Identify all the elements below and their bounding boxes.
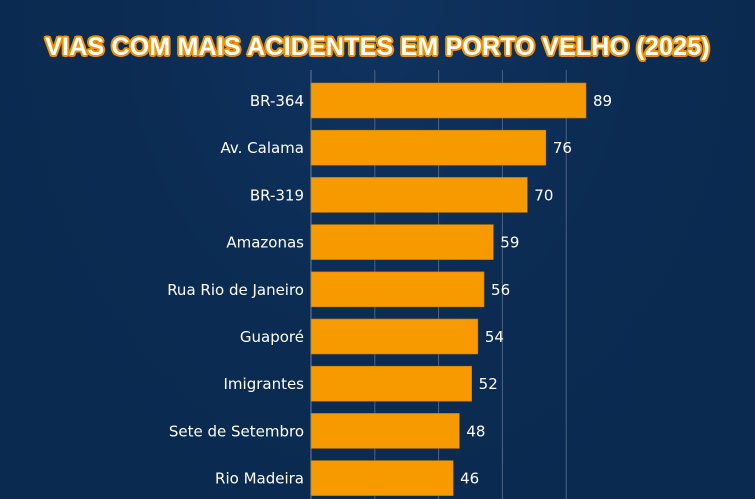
bar bbox=[310, 460, 454, 496]
category-label: Amazonas bbox=[226, 234, 304, 252]
bar bbox=[310, 318, 479, 355]
bar bbox=[310, 224, 494, 260]
value-label: 76 bbox=[553, 139, 572, 157]
category-label: BR-319 bbox=[250, 186, 304, 204]
bar bbox=[310, 271, 485, 308]
value-label: 70 bbox=[534, 186, 553, 204]
category-label: Rio Madeira bbox=[215, 470, 304, 488]
value-label: 48 bbox=[466, 422, 485, 440]
category-label: Sete de Setembro bbox=[169, 422, 304, 440]
value-label: 46 bbox=[460, 470, 479, 488]
value-label: 52 bbox=[479, 375, 498, 393]
value-label: 89 bbox=[593, 92, 612, 110]
value-label: 56 bbox=[491, 281, 510, 299]
bar bbox=[310, 177, 528, 213]
value-label: 59 bbox=[500, 234, 519, 252]
category-label: BR-364 bbox=[250, 92, 304, 110]
bar bbox=[310, 365, 472, 402]
bar bbox=[310, 82, 587, 119]
bar bbox=[310, 413, 460, 449]
chart-title: VIAS COM MAIS ACIDENTES EM PORTO VELHO (… bbox=[45, 33, 710, 61]
value-label: 54 bbox=[485, 328, 504, 346]
category-label: Guaporé bbox=[240, 328, 304, 346]
category-label: Imigrantes bbox=[223, 375, 304, 393]
category-label: Av. Calama bbox=[221, 139, 304, 157]
bar bbox=[310, 129, 547, 166]
category-label: Rua Rio de Janeiro bbox=[167, 281, 304, 299]
